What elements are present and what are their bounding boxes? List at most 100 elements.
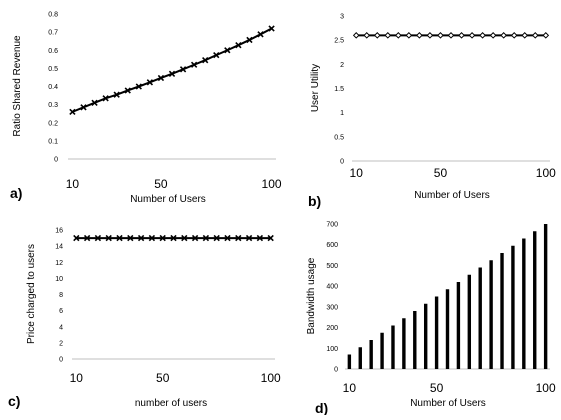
data-point — [179, 66, 187, 73]
data-point — [202, 234, 210, 242]
data-point — [426, 32, 434, 39]
bar — [456, 282, 461, 369]
y-tick-label: 0.8 — [48, 12, 58, 19]
y-axis-title: Bandwidth usage — [306, 257, 317, 334]
y-tick-label: 0.1 — [48, 138, 58, 145]
x-tick-label: 50 — [430, 381, 444, 395]
x-tick-label: 10 — [70, 371, 84, 385]
y-tick-label: 12 — [55, 260, 63, 267]
y-tick-label: 600 — [326, 242, 338, 249]
data-point — [447, 32, 455, 39]
y-tick-label: 14 — [55, 244, 63, 251]
data-point — [69, 108, 76, 116]
bar — [380, 332, 384, 369]
y-tick-label: 1 — [340, 110, 344, 117]
data-point — [416, 32, 423, 39]
data-point — [127, 234, 134, 242]
bar — [522, 238, 526, 369]
data-point — [468, 32, 476, 39]
data-point — [479, 32, 486, 39]
data-point — [102, 95, 109, 102]
x-axis-title: number of users — [135, 398, 207, 409]
bar — [347, 354, 352, 369]
y-tick-label: 3 — [340, 14, 344, 21]
data-point — [437, 32, 444, 39]
data-point — [395, 32, 402, 39]
data-point — [267, 234, 274, 242]
data-point — [245, 234, 253, 242]
y-tick-label: 0.2 — [48, 120, 58, 127]
data-point — [159, 234, 166, 242]
data-point — [405, 32, 413, 39]
data-point — [83, 234, 91, 242]
y-axis-title: User Utility — [310, 64, 321, 112]
chart-panel-4: 0 100 200 300 400 500 600 700 10 50 100 Number of U… — [306, 222, 556, 417]
data-point — [135, 83, 142, 90]
y-tick-label: 0 — [340, 159, 344, 166]
bar — [423, 303, 428, 369]
data-point — [531, 32, 539, 39]
series-line — [72, 27, 273, 113]
y-tick-label: 16 — [55, 228, 63, 235]
x-tick-label: 100 — [262, 177, 282, 191]
y-tick-label: 400 — [326, 284, 338, 291]
y-tick-label: 0.3 — [48, 102, 58, 109]
data-point — [235, 234, 242, 242]
y-tick-label: 0.5 — [48, 66, 58, 73]
data-point — [148, 234, 156, 242]
y-tick-label: 100 — [326, 346, 338, 353]
data-point — [124, 87, 131, 94]
data-point — [521, 32, 529, 39]
y-tick-label: 0 — [59, 357, 63, 364]
panel-label: a) — [10, 185, 22, 201]
bar — [543, 224, 548, 369]
data-point — [224, 47, 231, 54]
data-point — [256, 234, 264, 242]
y-tick-label: 0.7 — [48, 30, 58, 37]
data-point — [458, 32, 465, 39]
chart-panel-3: 0 2 4 6 8 10 12 14 16 10 50 100 number of users Price… — [8, 228, 281, 410]
x-tick-label: 50 — [154, 177, 168, 191]
y-tick-label: 2 — [340, 62, 344, 69]
data-point — [181, 234, 188, 242]
y-tick-label: 2.5 — [334, 38, 344, 45]
data-point — [202, 57, 209, 64]
y-tick-label: 700 — [326, 222, 338, 229]
bar — [500, 253, 504, 369]
x-tick-label: 10 — [66, 177, 80, 191]
bar — [533, 231, 537, 369]
bar — [467, 274, 472, 369]
y-tick-label: 2 — [59, 340, 63, 347]
data-point — [213, 234, 220, 242]
y-tick-label: 4 — [59, 324, 63, 331]
y-tick-label: 200 — [326, 325, 338, 332]
data-point — [384, 32, 392, 39]
data-point — [113, 91, 120, 98]
data-point — [170, 234, 177, 242]
y-tick-label: 6 — [59, 308, 63, 315]
bar — [369, 340, 373, 369]
chart-panel-2: 0 0.5 1 1.5 2 2.5 3 10 50 100 Number of Users User … — [308, 14, 556, 210]
bar — [434, 296, 439, 369]
bar — [489, 260, 493, 369]
x-tick-label: 10 — [343, 381, 357, 395]
data-point — [105, 234, 112, 242]
data-point — [224, 234, 231, 242]
x-tick-label: 50 — [434, 166, 448, 180]
data-point — [510, 32, 518, 39]
data-point — [235, 42, 242, 49]
chart-panel-1: 0 0.1 0.2 0.3 0.4 0.5 0.6 0.7 0.8 10 50 100 Number o… — [10, 12, 282, 206]
panel-label: d) — [315, 400, 328, 415]
x-tick-label: 100 — [536, 166, 556, 180]
y-tick-label: 500 — [326, 263, 338, 270]
bar — [358, 347, 362, 369]
data-point — [116, 234, 123, 242]
data-point — [268, 25, 275, 32]
x-axis-title: Number of Users — [130, 194, 206, 205]
data-point — [500, 32, 507, 39]
data-point — [73, 234, 80, 242]
data-point — [157, 74, 165, 82]
y-tick-label: 0 — [54, 157, 58, 164]
bar — [511, 245, 515, 369]
bar — [391, 325, 395, 369]
